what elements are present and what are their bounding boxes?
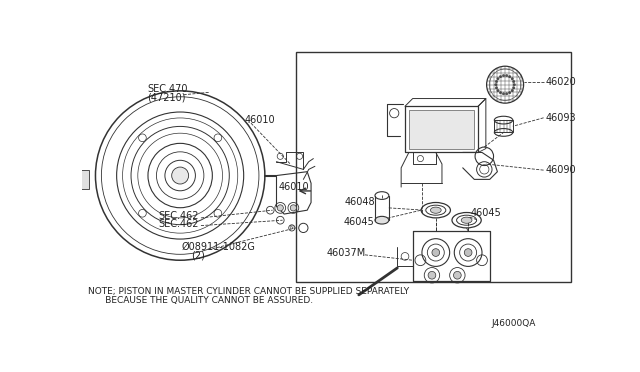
- Text: 46010: 46010: [245, 115, 275, 125]
- Text: 46010: 46010: [279, 182, 309, 192]
- Circle shape: [511, 78, 513, 80]
- Text: J46000QA: J46000QA: [492, 319, 536, 328]
- Circle shape: [172, 167, 189, 184]
- Text: SEC.462: SEC.462: [159, 211, 199, 221]
- Circle shape: [506, 93, 508, 95]
- Text: NOTE; PISTON IN MASTER CYLINDER CANNOT BE SUPPLIED SEPARATELY: NOTE; PISTON IN MASTER CYLINDER CANNOT B…: [88, 286, 409, 295]
- Circle shape: [495, 84, 497, 86]
- Bar: [494, 120, 513, 132]
- Circle shape: [497, 89, 499, 92]
- Circle shape: [428, 272, 436, 279]
- Circle shape: [506, 74, 508, 77]
- Text: Ø08911-1082G: Ø08911-1082G: [182, 242, 255, 252]
- Text: 46093: 46093: [546, 113, 577, 123]
- Circle shape: [499, 92, 502, 94]
- Circle shape: [499, 76, 502, 78]
- Text: SEC.462: SEC.462: [159, 219, 199, 229]
- Circle shape: [513, 87, 515, 89]
- Text: 46045: 46045: [470, 208, 501, 218]
- Text: 46037M: 46037M: [326, 247, 365, 257]
- Polygon shape: [79, 170, 90, 189]
- Bar: [296, 52, 570, 282]
- Text: BECAUSE THE QUALITY CANNOT BE ASSURED.: BECAUSE THE QUALITY CANNOT BE ASSURED.: [88, 296, 313, 305]
- Circle shape: [509, 76, 511, 78]
- Circle shape: [502, 93, 505, 95]
- Circle shape: [291, 205, 296, 211]
- Circle shape: [497, 78, 499, 80]
- Text: 46045: 46045: [344, 217, 374, 227]
- Circle shape: [495, 87, 497, 89]
- Text: (2): (2): [191, 251, 205, 261]
- Text: (47210): (47210): [147, 92, 186, 102]
- Text: 46048: 46048: [345, 198, 376, 208]
- Ellipse shape: [431, 207, 441, 213]
- Circle shape: [277, 205, 284, 211]
- Text: N: N: [290, 225, 294, 230]
- Circle shape: [464, 249, 472, 256]
- Bar: [409, 110, 474, 148]
- Text: 46090: 46090: [546, 165, 577, 175]
- Circle shape: [511, 89, 513, 92]
- Circle shape: [513, 80, 515, 83]
- Circle shape: [502, 74, 505, 77]
- Text: SEC.470: SEC.470: [147, 84, 188, 93]
- Circle shape: [495, 80, 497, 83]
- Ellipse shape: [375, 217, 389, 224]
- Circle shape: [509, 92, 511, 94]
- Text: 46020: 46020: [546, 77, 577, 87]
- Circle shape: [432, 249, 440, 256]
- Circle shape: [513, 84, 515, 86]
- Ellipse shape: [461, 217, 472, 223]
- Circle shape: [454, 272, 461, 279]
